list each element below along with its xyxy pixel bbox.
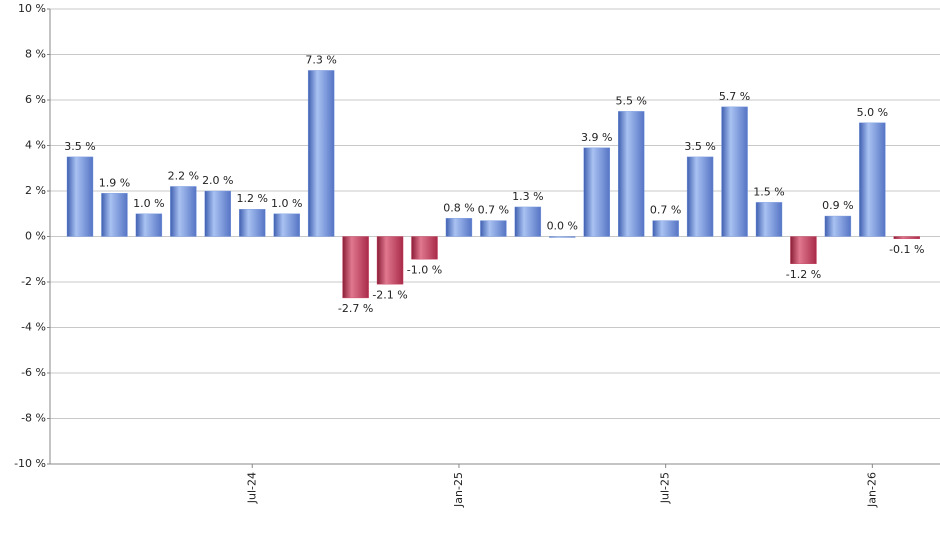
y-tick-label: 8 %	[25, 48, 46, 61]
value-label: 0.8 %	[443, 201, 474, 214]
y-tick-label: 6 %	[25, 93, 46, 106]
bar	[618, 111, 645, 237]
value-label: -1.2 %	[786, 268, 821, 281]
value-label: 3.9 %	[581, 131, 612, 144]
value-label: 0.7 %	[478, 204, 509, 217]
value-label: 0.9 %	[822, 199, 853, 212]
value-label: 2.0 %	[202, 174, 233, 187]
value-label: 1.2 %	[237, 192, 268, 205]
y-tick-label: 4 %	[25, 139, 46, 152]
bar	[824, 215, 852, 237]
bar	[755, 202, 783, 237]
value-label: 5.7 %	[719, 90, 750, 103]
value-label: -0.1 %	[889, 243, 924, 256]
bar	[549, 236, 576, 238]
y-tick-label: -6 %	[21, 366, 46, 379]
y-tick-label: 0 %	[25, 230, 46, 243]
bar	[239, 208, 266, 237]
bar	[273, 213, 300, 237]
bar	[790, 236, 817, 264]
value-label: 5.0 %	[857, 106, 888, 119]
value-label: 1.3 %	[512, 190, 543, 203]
y-tick-label: -4 %	[21, 321, 46, 334]
y-tick-label: 2 %	[25, 184, 46, 197]
bar	[135, 213, 163, 237]
bar	[376, 236, 404, 285]
bar	[101, 193, 128, 237]
bar	[721, 106, 748, 237]
bar	[686, 156, 714, 237]
bar	[204, 190, 232, 237]
value-label: 1.5 %	[753, 185, 784, 198]
bar	[307, 70, 335, 237]
bar	[66, 156, 94, 237]
bar	[583, 147, 610, 237]
value-label: -2.1 %	[372, 288, 407, 301]
value-label: 0.7 %	[650, 204, 681, 217]
value-label: 1.0 %	[133, 197, 164, 210]
bar	[514, 206, 542, 237]
y-tick-label: -8 %	[21, 412, 46, 425]
bar	[893, 236, 920, 239]
value-label: 2.2 %	[168, 169, 199, 182]
bar	[411, 236, 438, 260]
bar	[170, 186, 197, 237]
y-tick-label: 10 %	[18, 2, 46, 15]
y-tick-label: -10 %	[14, 457, 46, 470]
y-tick-label: -2 %	[21, 275, 46, 288]
bar	[480, 220, 507, 237]
value-label: -2.7 %	[338, 302, 373, 315]
value-label: -1.0 %	[407, 263, 442, 276]
bar	[859, 122, 886, 237]
value-label: 5.5 %	[615, 94, 646, 107]
bar	[652, 220, 679, 237]
value-label: 3.5 %	[684, 140, 715, 153]
value-label: 1.0 %	[271, 197, 302, 210]
bar	[445, 218, 473, 237]
bar	[342, 236, 369, 299]
value-label: 7.3 %	[305, 53, 336, 66]
x-tick-label: Jul-24	[245, 472, 258, 504]
x-tick-label: Jul-25	[659, 472, 672, 504]
value-label: 3.5 %	[64, 140, 95, 153]
value-label: 1.9 %	[99, 176, 130, 189]
value-label: 0.0 %	[547, 220, 578, 233]
x-tick-label: Jan-25	[452, 472, 465, 508]
x-tick-label: Jan-26	[865, 472, 878, 508]
